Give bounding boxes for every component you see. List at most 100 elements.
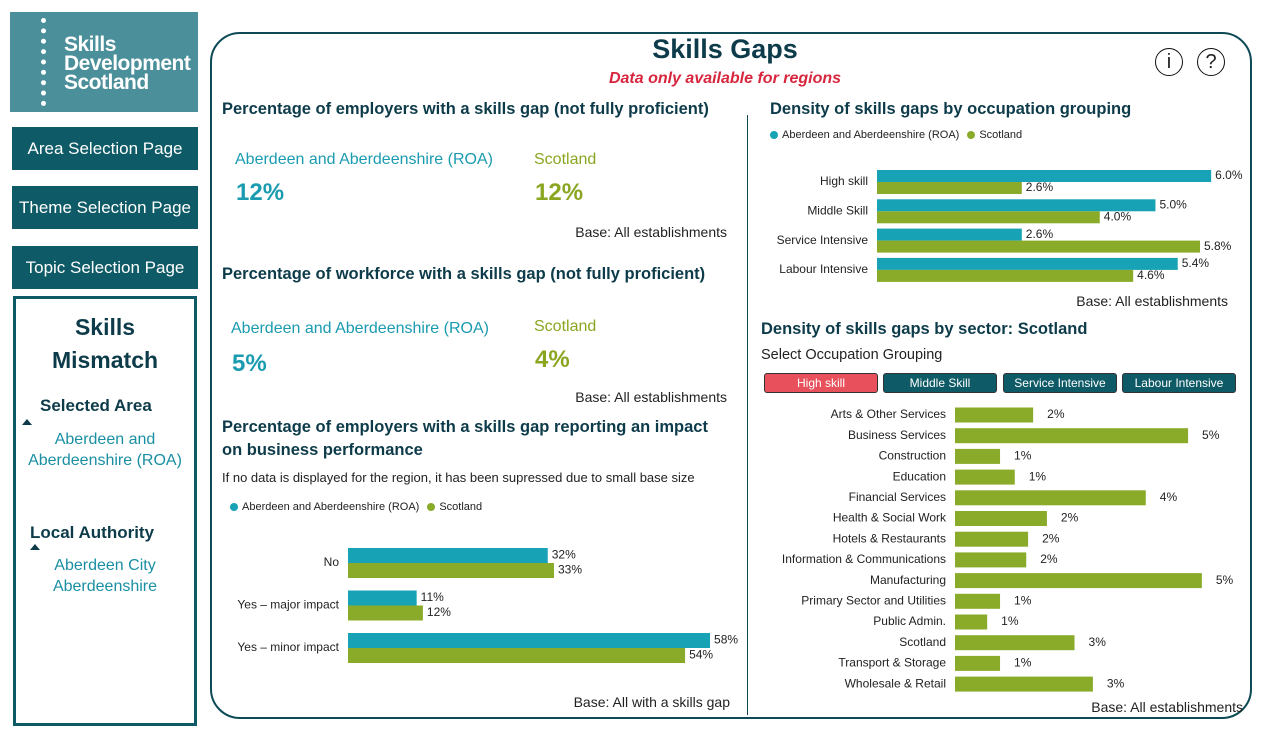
kpi-name: Scotland xyxy=(534,151,597,168)
value-label: 2% xyxy=(1047,407,1065,421)
legend-label: Aberdeen and Aberdeenshire (ROA) xyxy=(782,129,960,141)
bar xyxy=(348,548,548,563)
value-label: 1% xyxy=(1001,614,1019,628)
legend-label: Scotland xyxy=(439,501,483,513)
value-label: 11% xyxy=(421,590,444,604)
bar xyxy=(877,199,1156,212)
category-label: Primary Sector and Utilities xyxy=(801,593,946,607)
base-note: Base: All with a skills gap xyxy=(573,694,730,710)
category-label: Labour Intensive xyxy=(779,262,868,276)
category-label: No xyxy=(324,555,340,569)
chart: No 32%33% Yes – major impact 11%12% Yes – mi… xyxy=(237,548,738,663)
value-label: 12% xyxy=(427,605,451,619)
filter-button[interactable]: Labour Intensive xyxy=(1122,373,1236,393)
logo-text: Development xyxy=(64,52,191,75)
section-title: Percentage of workforce with a skills ga… xyxy=(222,265,706,283)
category-label: Service Intensive xyxy=(777,233,869,247)
logo-text: Scotland xyxy=(64,71,149,94)
filter-label: Selected Area xyxy=(40,396,152,415)
value-label: 58% xyxy=(714,633,738,647)
value-label: 3% xyxy=(1107,676,1125,690)
bar xyxy=(877,182,1022,194)
base-note: Base: All establishments xyxy=(1076,293,1228,309)
info-button[interactable]: i xyxy=(1155,48,1183,76)
bar xyxy=(877,269,1134,282)
divider xyxy=(747,115,748,715)
bar xyxy=(955,614,988,630)
bar xyxy=(348,648,686,663)
logo: Skills Development Scotland xyxy=(10,12,198,112)
filter-button[interactable]: Middle Skill xyxy=(883,373,997,393)
category-label: High skill xyxy=(820,174,868,188)
logo-dots xyxy=(41,18,46,106)
selector-label: Select Occupation Grouping xyxy=(761,347,943,363)
filter-button-selected[interactable]: High skill xyxy=(764,373,878,393)
bar xyxy=(955,676,1093,692)
nav-button[interactable]: Topic Selection Page xyxy=(12,246,198,289)
category-label: Financial Services xyxy=(849,490,946,504)
legend: Aberdeen and Aberdeenshire (ROA) Scotland xyxy=(770,129,1026,141)
category-label: Public Admin. xyxy=(873,614,946,628)
kpi-name: Aberdeen and Aberdeenshire (ROA) xyxy=(235,151,493,168)
value-label: 5.0% xyxy=(1159,197,1187,211)
main-frame xyxy=(210,32,1252,719)
category-label: Business Services xyxy=(848,428,946,442)
legend-dot xyxy=(967,131,976,139)
value-label: 6.0% xyxy=(1215,168,1243,182)
category-label: Yes – major impact xyxy=(237,598,339,612)
value-label: 2% xyxy=(1040,552,1058,566)
bar xyxy=(955,448,1001,464)
page-subtitle: Data only available for regions xyxy=(608,70,842,87)
value-label: 5% xyxy=(1216,573,1234,587)
bar xyxy=(955,490,1146,506)
value-label: 1% xyxy=(1029,469,1047,483)
category-label: Health & Social Work xyxy=(833,511,947,525)
kpi-value: 12% xyxy=(535,179,584,206)
chart: Arts & Other Services 2% Business Services… xyxy=(782,407,1234,692)
filter-button[interactable]: Service Intensive xyxy=(1003,373,1117,393)
category-label: Yes – minor impact xyxy=(237,640,339,654)
collapse-icon[interactable] xyxy=(22,419,32,425)
legend-dot xyxy=(770,131,778,139)
kpi-value: 5% xyxy=(232,350,267,377)
bar xyxy=(955,573,1202,589)
legend-label: Scotland xyxy=(979,129,1023,141)
bar xyxy=(877,240,1201,253)
section-title: Percentage of employers with a skills ga… xyxy=(222,100,709,118)
bar xyxy=(955,469,1015,485)
value-label: 1% xyxy=(1014,656,1032,670)
base-note: Base: All establishments xyxy=(1091,699,1243,715)
base-note: Base: All establishments xyxy=(575,224,727,240)
value-label: 1% xyxy=(1014,449,1032,463)
value-label: 4.6% xyxy=(1137,268,1165,282)
nav-button[interactable]: Area Selection Page xyxy=(12,127,198,170)
nav-button[interactable]: Theme Selection Page xyxy=(12,186,198,229)
chart: High skill 6.0% 2.6% Middle Skill 5.0% 4.0% Se… xyxy=(777,168,1243,282)
value-label: 32% xyxy=(552,548,576,562)
value-label: 2.6% xyxy=(1026,180,1054,194)
section-title: Percentage of employers with a skills ga… xyxy=(222,418,708,459)
value-label: 33% xyxy=(558,563,582,577)
value-label: 2% xyxy=(1061,511,1079,525)
kpi-name: Aberdeen and Aberdeenshire (ROA) xyxy=(231,320,489,337)
bar xyxy=(348,605,423,621)
legend-label: Aberdeen and Aberdeenshire (ROA) xyxy=(242,501,420,513)
bar xyxy=(955,407,1034,423)
page-title: Skills Gaps xyxy=(652,34,798,64)
bar xyxy=(955,552,1027,568)
collapse-icon[interactable] xyxy=(30,544,40,550)
local-authority[interactable]: Aberdeen City xyxy=(54,557,156,574)
category-label: Transport & Storage xyxy=(838,656,946,670)
bar xyxy=(877,257,1178,270)
bar xyxy=(877,228,1022,241)
value-label: 1% xyxy=(1014,593,1032,607)
category-label: Manufacturing xyxy=(870,573,946,587)
bar xyxy=(955,531,1029,547)
value-label: 54% xyxy=(689,648,713,662)
legend: Aberdeen and Aberdeenshire (ROA) Scotland xyxy=(230,501,486,513)
help-button[interactable]: ? xyxy=(1197,48,1225,76)
base-note: Base: All establishments xyxy=(575,389,727,405)
selected-area[interactable]: Aberdeen and Aberdeenshire (ROA) xyxy=(28,431,182,469)
local-authority[interactable]: Aberdeenshire xyxy=(52,578,158,595)
